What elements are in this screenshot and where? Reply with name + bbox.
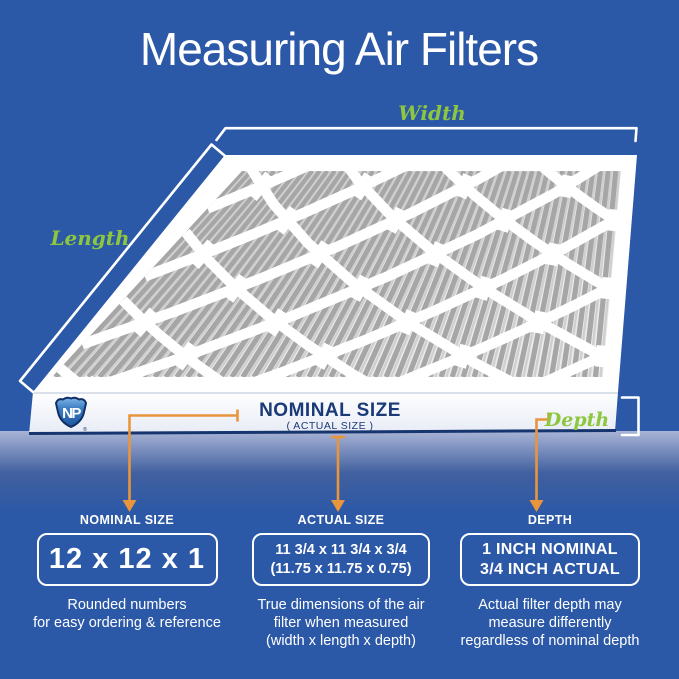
depth-section: DEPTH 1 INCH NOMINAL 3/4 INCH ACTUAL Act… — [439, 511, 661, 650]
registered-mark: ® — [83, 426, 87, 433]
desc-line: (width x length x depth) — [266, 633, 416, 649]
np-logo: NP ® — [54, 396, 88, 433]
section-heading: NOMINAL SIZE — [79, 513, 175, 527]
filter-front-frame — [29, 392, 618, 435]
nominal-size-section: NOMINAL SIZE 12 x 12 x 1 Rounded numbers… — [16, 511, 238, 632]
section-description: True dimensions of the air filter when m… — [230, 596, 452, 650]
value-line: (11.75 x 11.75 x 0.75) — [270, 560, 412, 577]
logo-letters: NP — [62, 405, 81, 422]
section-heading: ACTUAL SIZE — [297, 513, 385, 527]
desc-line: filter when measured — [273, 615, 409, 631]
arrow-down-icon — [529, 500, 544, 512]
section-description: Rounded numbers for easy ordering & refe… — [16, 596, 238, 632]
desc-line: regardless of nominal depth — [460, 633, 640, 649]
page-title: Measuring Air Filters — [139, 23, 539, 75]
value-line: 11 3/4 x 11 3/4 x 3/4 — [275, 541, 407, 558]
arrow-down-icon — [122, 500, 137, 512]
value-line: 1 INCH NOMINAL — [482, 540, 618, 558]
pointer-arrow-nominal — [122, 409, 239, 512]
depth-dimension-label: Depth — [544, 409, 610, 431]
section-heading: DEPTH — [527, 513, 573, 527]
frame-bottom-line — [28, 429, 617, 435]
desc-line: Rounded numbers — [67, 597, 187, 613]
frame-nominal-size-label: NOMINAL SIZE — [259, 400, 401, 421]
width-bracket — [215, 126, 638, 143]
desc-line: for easy ordering & reference — [33, 615, 221, 631]
depth-bracket — [620, 396, 640, 437]
length-dimension-label: Length — [50, 226, 130, 250]
pointer-arrow-depth — [529, 413, 550, 512]
nominal-size-value-box: 12 x 12 x 1 — [36, 533, 218, 586]
shield-icon — [54, 396, 88, 429]
desc-line: measure differently — [488, 615, 612, 631]
filter-media — [52, 171, 621, 377]
frame-actual-size-sublabel: ( ACTUAL SIZE ) — [286, 420, 374, 432]
desc-line: Actual filter depth may — [478, 597, 622, 613]
actual-size-section: ACTUAL SIZE 11 3/4 x 11 3/4 x 3/4 (11.75… — [230, 511, 452, 650]
width-dimension-label: Width — [398, 101, 466, 125]
depth-value-box: 1 INCH NOMINAL 3/4 INCH ACTUAL — [460, 533, 640, 586]
pointer-arrow-actual — [331, 435, 345, 512]
actual-size-value-box: 11 3/4 x 11 3/4 x 3/4 (11.75 x 11.75 x 0… — [252, 533, 430, 586]
desc-line: True dimensions of the air — [257, 597, 425, 613]
section-description: Actual filter depth may measure differen… — [439, 596, 661, 650]
arrow-down-icon — [331, 500, 345, 512]
length-bracket — [18, 143, 226, 394]
value-line: 12 x 12 x 1 — [48, 543, 206, 575]
value-line: 3/4 INCH ACTUAL — [480, 560, 620, 578]
